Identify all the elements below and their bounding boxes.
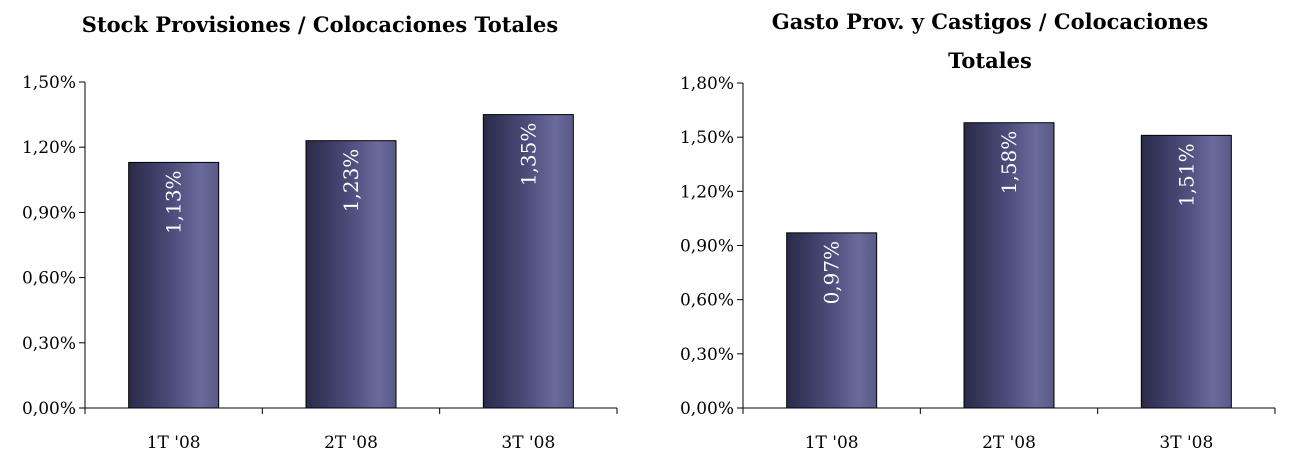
chart-title: Totales: [948, 48, 1032, 73]
data-label: 1,35%: [516, 123, 540, 187]
data-label: 1,51%: [1174, 143, 1198, 207]
y-tick-label: 1,20%: [22, 138, 76, 158]
x-tick-label: 3T '08: [501, 433, 555, 453]
data-label: 1,13%: [162, 170, 186, 234]
y-tick-label: 0,60%: [680, 291, 734, 311]
data-label: 0,97%: [820, 241, 844, 305]
bar-1: [128, 161, 220, 409]
y-tick-label: 1,20%: [680, 182, 734, 202]
bar-3: [1140, 134, 1232, 409]
y-tick-label: 0,60%: [22, 269, 76, 289]
chart-title: Stock Provisiones / Colocaciones Totales: [82, 12, 558, 37]
chart-1: Stock Provisiones / Colocaciones Totales…: [22, 12, 618, 453]
x-tick-label: 1T '08: [805, 433, 859, 453]
data-label: 1,23%: [339, 149, 363, 213]
bar-2: [963, 122, 1055, 409]
chart-title: Gasto Prov. y Castigos / Colocaciones: [772, 9, 1208, 34]
bar-1: [786, 232, 878, 409]
y-tick-label: 0,00%: [680, 399, 734, 419]
y-tick-label: 0,90%: [680, 237, 734, 257]
bar-2: [305, 140, 397, 409]
y-tick-label: 0,00%: [22, 399, 76, 419]
y-tick-label: 0,30%: [680, 345, 734, 365]
chart-2: Gasto Prov. y Castigos / Colocaciones Tot…: [680, 9, 1276, 453]
data-label: 1,58%: [997, 131, 1021, 195]
x-tick-label: 2T '08: [982, 433, 1036, 453]
y-tick-label: 0,30%: [22, 334, 76, 354]
x-tick-label: 2T '08: [324, 433, 378, 453]
bar-3: [482, 114, 574, 409]
y-tick-label: 1,50%: [22, 73, 76, 93]
x-tick-label: 3T '08: [1159, 433, 1213, 453]
y-tick-label: 0,90%: [22, 203, 76, 223]
y-tick-label: 1,80%: [680, 74, 734, 94]
x-tick-label: 1T '08: [147, 433, 201, 453]
y-tick-label: 1,50%: [680, 128, 734, 148]
